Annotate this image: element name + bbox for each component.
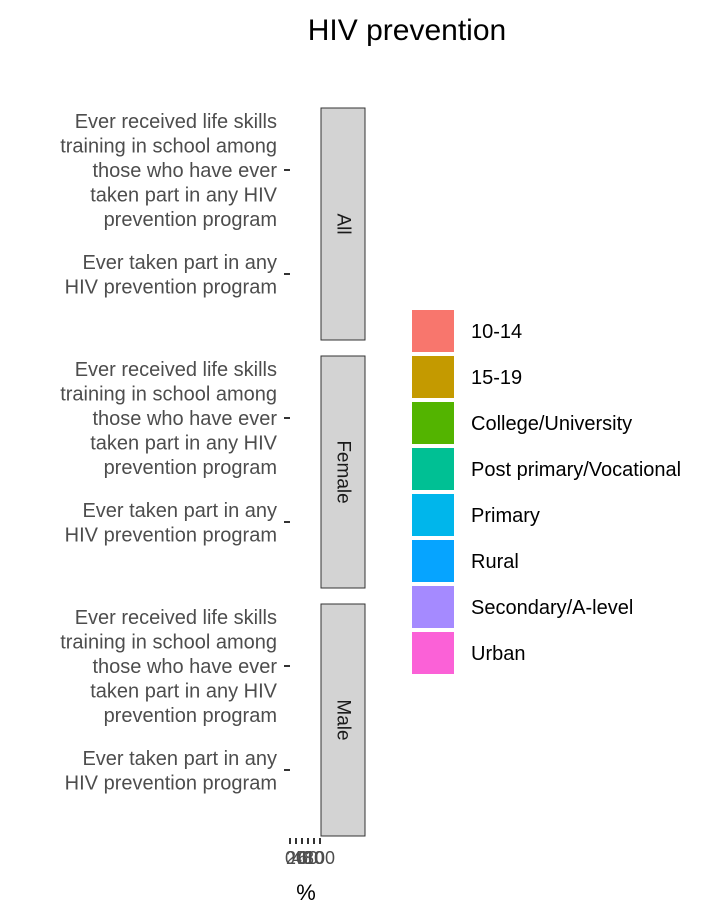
y-axis-tick-label: Ever received life skills training in sch…	[60, 111, 277, 231]
facet-panels: All Ever received life skills training in …	[60, 107, 366, 837]
y-axis-tick-label: Ever taken part in any HIV prevention pro…	[65, 500, 277, 547]
y-tick-label-line: Ever taken part in any	[82, 252, 277, 274]
legend-key	[412, 632, 454, 674]
y-tick-label-line: prevention program	[104, 457, 277, 479]
y-axis-tick-label: Ever taken part in any HIV prevention pro…	[65, 252, 277, 299]
legend-item: Secondary/A-level	[412, 586, 633, 628]
legend-item: 15-19	[412, 356, 522, 398]
legend-key	[412, 540, 454, 582]
legend-key	[412, 356, 454, 398]
y-tick-label-line: training in school among	[60, 632, 277, 654]
facet-strip	[320, 107, 366, 341]
legend-label: College/University	[471, 413, 632, 435]
facet-male: Male Ever received life skills training in…	[60, 603, 366, 837]
facet-female: Female Ever received life skills training …	[60, 355, 366, 589]
y-tick-label-line: Ever received life skills	[75, 359, 277, 381]
legend-key	[412, 448, 454, 490]
legend-label: Urban	[471, 643, 525, 665]
legend-label: Post primary/Vocational	[471, 459, 681, 481]
y-axis-tick-label: Ever received life skills training in sch…	[60, 359, 277, 479]
x-axis-tick-label: 20	[286, 848, 306, 868]
y-tick-label-line: prevention program	[104, 705, 277, 727]
x-axis-tick-label: 100	[305, 848, 335, 868]
legend-item: Primary	[412, 494, 540, 536]
chart-title: HIV prevention	[308, 14, 506, 47]
legend-label: 15-19	[471, 367, 522, 389]
y-tick-label-line: those who have ever	[92, 160, 277, 182]
x-axis-tick-label: 0	[285, 848, 295, 868]
x-axis-tick-label: 80	[304, 848, 324, 868]
legend-item: College/University	[412, 402, 632, 444]
x-axis-tick-label: 60	[298, 848, 318, 868]
y-tick-label-line: those who have ever	[92, 408, 277, 430]
y-tick-label-line: taken part in any HIV	[90, 681, 277, 703]
legend-key	[412, 310, 454, 352]
legend-label: Rural	[471, 551, 519, 573]
legend: 10-14 15-19 College/University Post primary…	[412, 310, 681, 674]
facet-strip-label: Male	[333, 699, 354, 740]
y-tick-label-line: Ever received life skills	[75, 111, 277, 133]
y-tick-label-line: Ever taken part in any	[82, 748, 277, 770]
y-tick-label-line: HIV prevention program	[65, 276, 277, 298]
facet-strip	[320, 603, 366, 837]
y-tick-label-line: training in school among	[60, 384, 277, 406]
legend-label: 10-14	[471, 321, 522, 343]
x-axis-label: %	[296, 880, 316, 905]
y-tick-label-line: taken part in any HIV	[90, 185, 277, 207]
y-axis-tick-label: Ever taken part in any HIV prevention pro…	[65, 748, 277, 795]
legend-item: Rural	[412, 540, 519, 582]
facet-strip-label: All	[333, 213, 354, 234]
legend-key	[412, 402, 454, 444]
y-tick-label-line: taken part in any HIV	[90, 433, 277, 455]
y-tick-label-line: prevention program	[104, 209, 277, 231]
y-tick-label-line: HIV prevention program	[65, 772, 277, 794]
legend-item: Urban	[412, 632, 525, 674]
y-tick-label-line: training in school among	[60, 136, 277, 158]
y-axis-tick-label: Ever received life skills training in sch…	[60, 607, 277, 727]
legend-key	[412, 494, 454, 536]
y-tick-label-line: Ever taken part in any	[82, 500, 277, 522]
legend-item: Post primary/Vocational	[412, 448, 681, 490]
x-axis-tick-label: 40	[292, 848, 312, 868]
facet-all: All Ever received life skills training in …	[60, 107, 366, 341]
facet-strip-label: Female	[333, 440, 354, 503]
y-tick-label-line: HIV prevention program	[65, 524, 277, 546]
facet-strip	[320, 355, 366, 589]
y-tick-label-line: Ever received life skills	[75, 607, 277, 629]
legend-key	[412, 586, 454, 628]
legend-item: 10-14	[412, 310, 522, 352]
y-tick-label-line: those who have ever	[92, 656, 277, 678]
legend-label: Primary	[471, 505, 540, 527]
legend-label: Secondary/A-level	[471, 597, 633, 619]
